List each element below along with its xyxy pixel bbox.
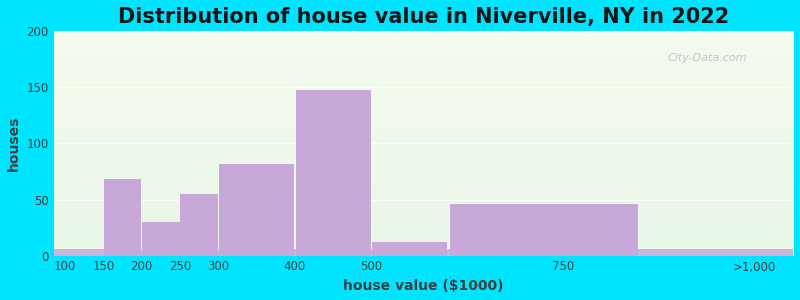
Text: City-Data.com: City-Data.com: [667, 53, 747, 63]
Bar: [181, 194, 218, 256]
Bar: [372, 242, 447, 256]
X-axis label: house value ($1000): house value ($1000): [343, 279, 503, 293]
Title: Distribution of house value in Niverville, NY in 2022: Distribution of house value in Nivervill…: [118, 7, 729, 27]
Bar: [450, 204, 638, 256]
Y-axis label: houses: houses: [7, 116, 21, 171]
Bar: [142, 222, 180, 256]
Bar: [104, 179, 142, 256]
Bar: [219, 164, 294, 256]
Bar: [296, 90, 371, 256]
Bar: [54, 249, 793, 256]
